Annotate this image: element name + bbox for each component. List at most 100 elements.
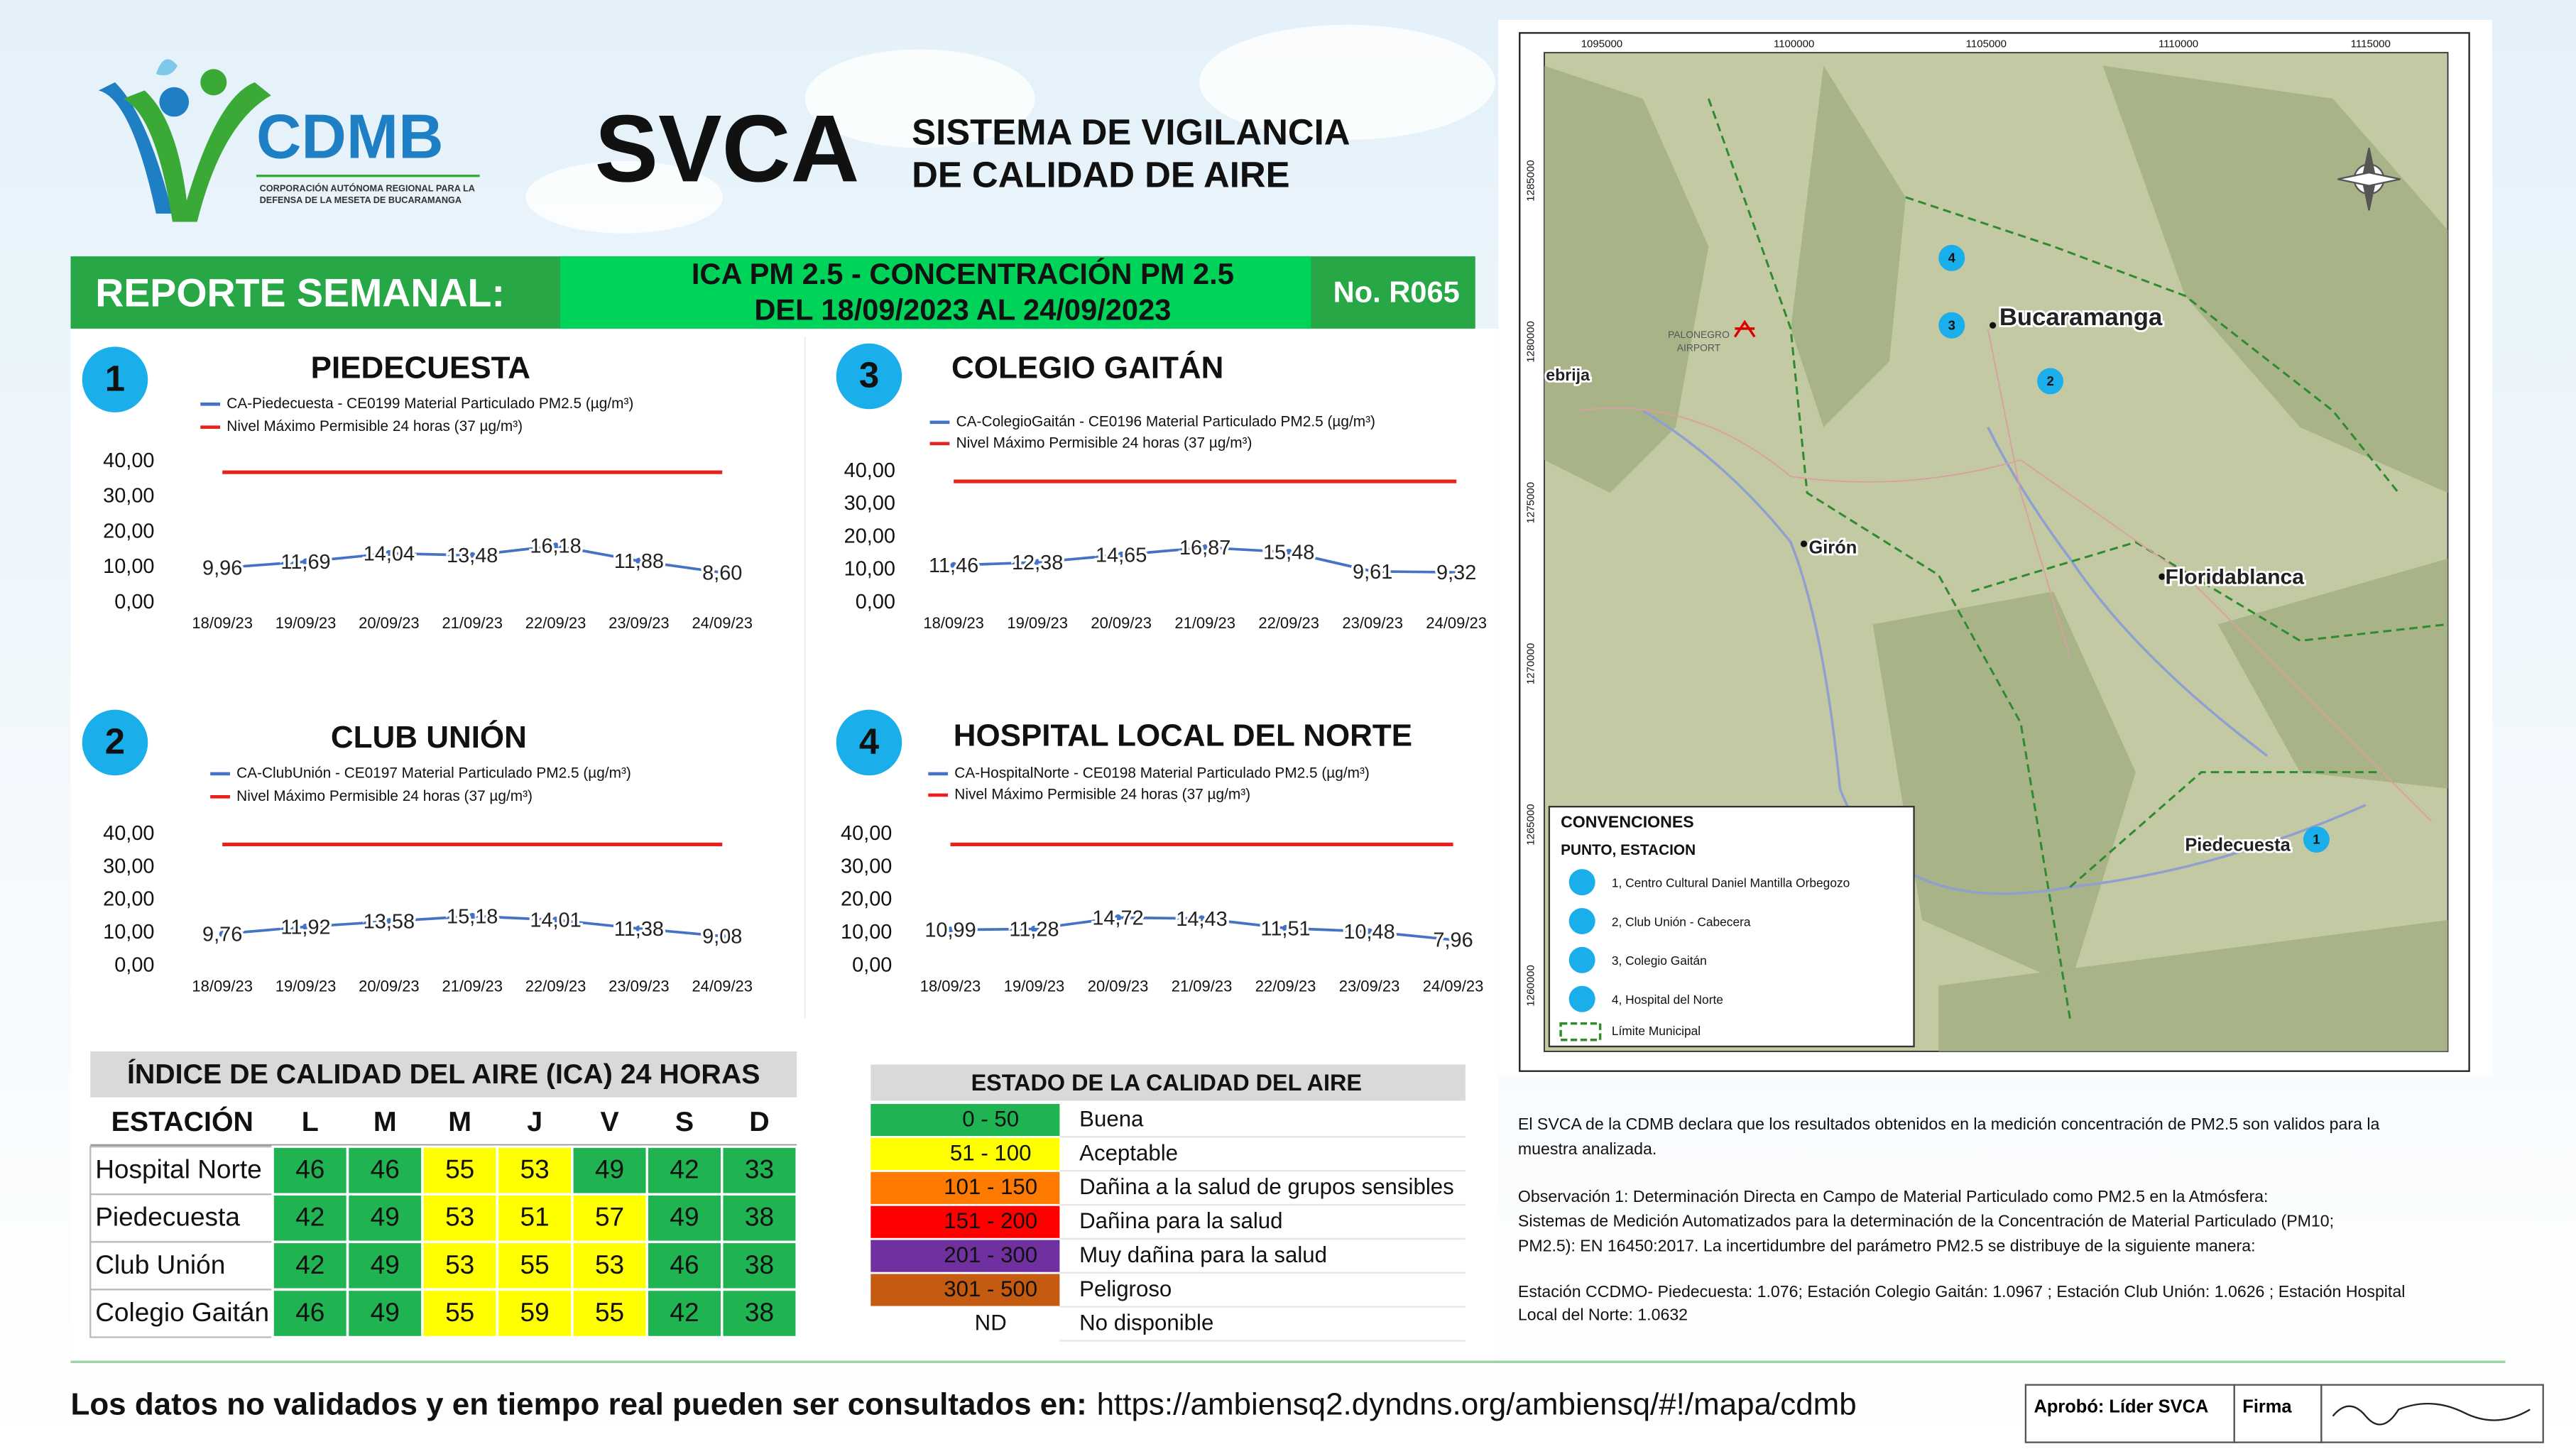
station-badge bbox=[836, 709, 902, 776]
x-tick-label: 24/09/23 bbox=[692, 614, 753, 632]
ica-value: 42 bbox=[295, 1250, 324, 1279]
station-marker bbox=[2037, 368, 2064, 395]
ica-value: 55 bbox=[595, 1297, 624, 1327]
data-label: 10,99 bbox=[924, 919, 976, 942]
map-x-coord: 1115000 bbox=[2351, 38, 2391, 50]
x-tick-label: 24/09/23 bbox=[1426, 614, 1487, 632]
legend-border-swatch bbox=[1559, 1022, 1602, 1041]
station-marker bbox=[1938, 312, 1965, 339]
y-tick-label: 20,00 bbox=[103, 888, 154, 911]
data-point bbox=[1201, 544, 1208, 551]
legend-marker bbox=[1568, 907, 1595, 934]
footer-lead: Los datos no validados y en tiempo real … bbox=[70, 1387, 1086, 1421]
ica-cell bbox=[421, 1193, 499, 1244]
chart-title: COLEGIO GAITÁN bbox=[951, 349, 1223, 385]
station-badge bbox=[836, 343, 902, 410]
station-marker-label: 2 bbox=[2046, 373, 2053, 388]
legend-item: 1, Centro Cultural Daniel Mantilla Orbeg… bbox=[1612, 876, 1850, 890]
data-point bbox=[1114, 914, 1122, 922]
data-label: 13,48 bbox=[447, 545, 498, 567]
legend-label: Nivel Máximo Permisible 24 horas (37 µg/… bbox=[954, 786, 1250, 802]
category-label: No disponible bbox=[1079, 1311, 1213, 1335]
footer-text: Los datos no validados y en tiempo real … bbox=[70, 1387, 1856, 1421]
ica-cell bbox=[721, 1240, 798, 1291]
ica-cell bbox=[721, 1193, 798, 1244]
note-line: Local del Norte: 1.0632 bbox=[1518, 1306, 1688, 1324]
approved-by: Aprobó: Líder SVCA bbox=[2034, 1397, 2208, 1417]
ica-value: 38 bbox=[745, 1297, 774, 1327]
map-y-coord: 1260000 bbox=[1524, 965, 1537, 1006]
data-label: 14,01 bbox=[530, 909, 581, 932]
data-label: 14,04 bbox=[364, 542, 415, 565]
category-swatch bbox=[871, 1274, 1060, 1306]
x-tick-label: 19/09/23 bbox=[1007, 614, 1068, 632]
note-line: Estación CCDMO- Piedecuesta: 1.076; Esta… bbox=[1518, 1282, 2405, 1301]
data-label: 14,65 bbox=[1096, 544, 1147, 567]
signature bbox=[2332, 1403, 2531, 1426]
ica-value: 33 bbox=[745, 1154, 774, 1184]
signature-label-box bbox=[2233, 1384, 2323, 1443]
data-label: 13,58 bbox=[364, 911, 415, 934]
data-point bbox=[950, 562, 957, 569]
ica-value: 38 bbox=[745, 1202, 774, 1232]
chart-title: CLUB UNIÓN bbox=[331, 719, 527, 755]
column-header: J bbox=[527, 1106, 542, 1137]
category-range: 101 - 150 bbox=[944, 1174, 1037, 1199]
report-period: DEL 18/09/2023 AL 24/09/2023 bbox=[754, 293, 1171, 327]
station-cell bbox=[89, 1241, 274, 1291]
data-point bbox=[219, 930, 226, 938]
y-tick-label: 10,00 bbox=[103, 921, 154, 944]
ica-value: 46 bbox=[371, 1154, 400, 1184]
report-label: REPORTE SEMANAL: bbox=[95, 270, 505, 315]
place-label: Piedecuesta bbox=[2185, 835, 2291, 855]
data-point bbox=[635, 925, 643, 932]
column-header: D bbox=[749, 1106, 769, 1137]
x-tick-label: 20/09/23 bbox=[1091, 614, 1152, 632]
y-tick-label: 20,00 bbox=[841, 888, 892, 911]
data-label: 14,72 bbox=[1092, 907, 1143, 929]
y-tick-label: 30,00 bbox=[844, 492, 895, 515]
data-label: 11,92 bbox=[280, 916, 330, 939]
ica-value: 49 bbox=[371, 1202, 400, 1232]
data-point bbox=[635, 557, 643, 564]
y-tick-label: 0,00 bbox=[856, 591, 895, 613]
station-marker-label: 4 bbox=[1948, 250, 1956, 265]
note-line: Observación 1: Determinación Directa en … bbox=[1518, 1187, 2269, 1205]
place-label: Floridablanca bbox=[2166, 566, 2305, 589]
x-tick-label: 22/09/23 bbox=[525, 614, 586, 632]
station-marker bbox=[1938, 244, 1965, 271]
x-tick-label: 21/09/23 bbox=[442, 978, 503, 995]
y-tick-label: 30,00 bbox=[103, 855, 154, 877]
ica-value: 42 bbox=[295, 1202, 324, 1232]
category-swatch bbox=[871, 1205, 1060, 1238]
chart-title: HOSPITAL LOCAL DEL NORTE bbox=[954, 718, 1412, 753]
category-swatch bbox=[871, 1308, 1060, 1340]
data-label: 10,48 bbox=[1343, 921, 1395, 944]
x-tick-label: 18/09/23 bbox=[192, 978, 253, 995]
data-label: 12,38 bbox=[1012, 552, 1063, 574]
ica-cell bbox=[645, 1193, 724, 1244]
station-badge bbox=[82, 346, 148, 412]
station-name: Piedecuesta bbox=[95, 1202, 240, 1232]
estado-title-bg bbox=[871, 1064, 1466, 1101]
ica-cell bbox=[496, 1240, 574, 1291]
category-range: ND bbox=[975, 1311, 1007, 1335]
x-tick-label: 18/09/23 bbox=[192, 614, 253, 632]
x-tick-label: 23/09/23 bbox=[1342, 614, 1403, 632]
data-point bbox=[719, 932, 726, 940]
y-tick-label: 0,00 bbox=[852, 953, 892, 976]
column-header: ESTACIÓN bbox=[111, 1106, 253, 1137]
x-tick-label: 20/09/23 bbox=[359, 978, 420, 995]
y-tick-label: 30,00 bbox=[841, 855, 892, 877]
data-point bbox=[219, 564, 226, 572]
station-cell bbox=[89, 1289, 274, 1338]
column-header: S bbox=[675, 1106, 694, 1137]
data-point bbox=[552, 917, 560, 924]
map-y-coord: 1280000 bbox=[1524, 321, 1537, 362]
y-tick-label: 40,00 bbox=[841, 822, 892, 845]
legend-item: Límite Municipal bbox=[1612, 1024, 1701, 1038]
map-y-coord: 1275000 bbox=[1524, 482, 1537, 523]
note-line: Sistemas de Medición Automatizados para … bbox=[1518, 1212, 2334, 1230]
category-range: 0 - 50 bbox=[962, 1106, 1019, 1131]
ica-cell bbox=[421, 1288, 499, 1339]
